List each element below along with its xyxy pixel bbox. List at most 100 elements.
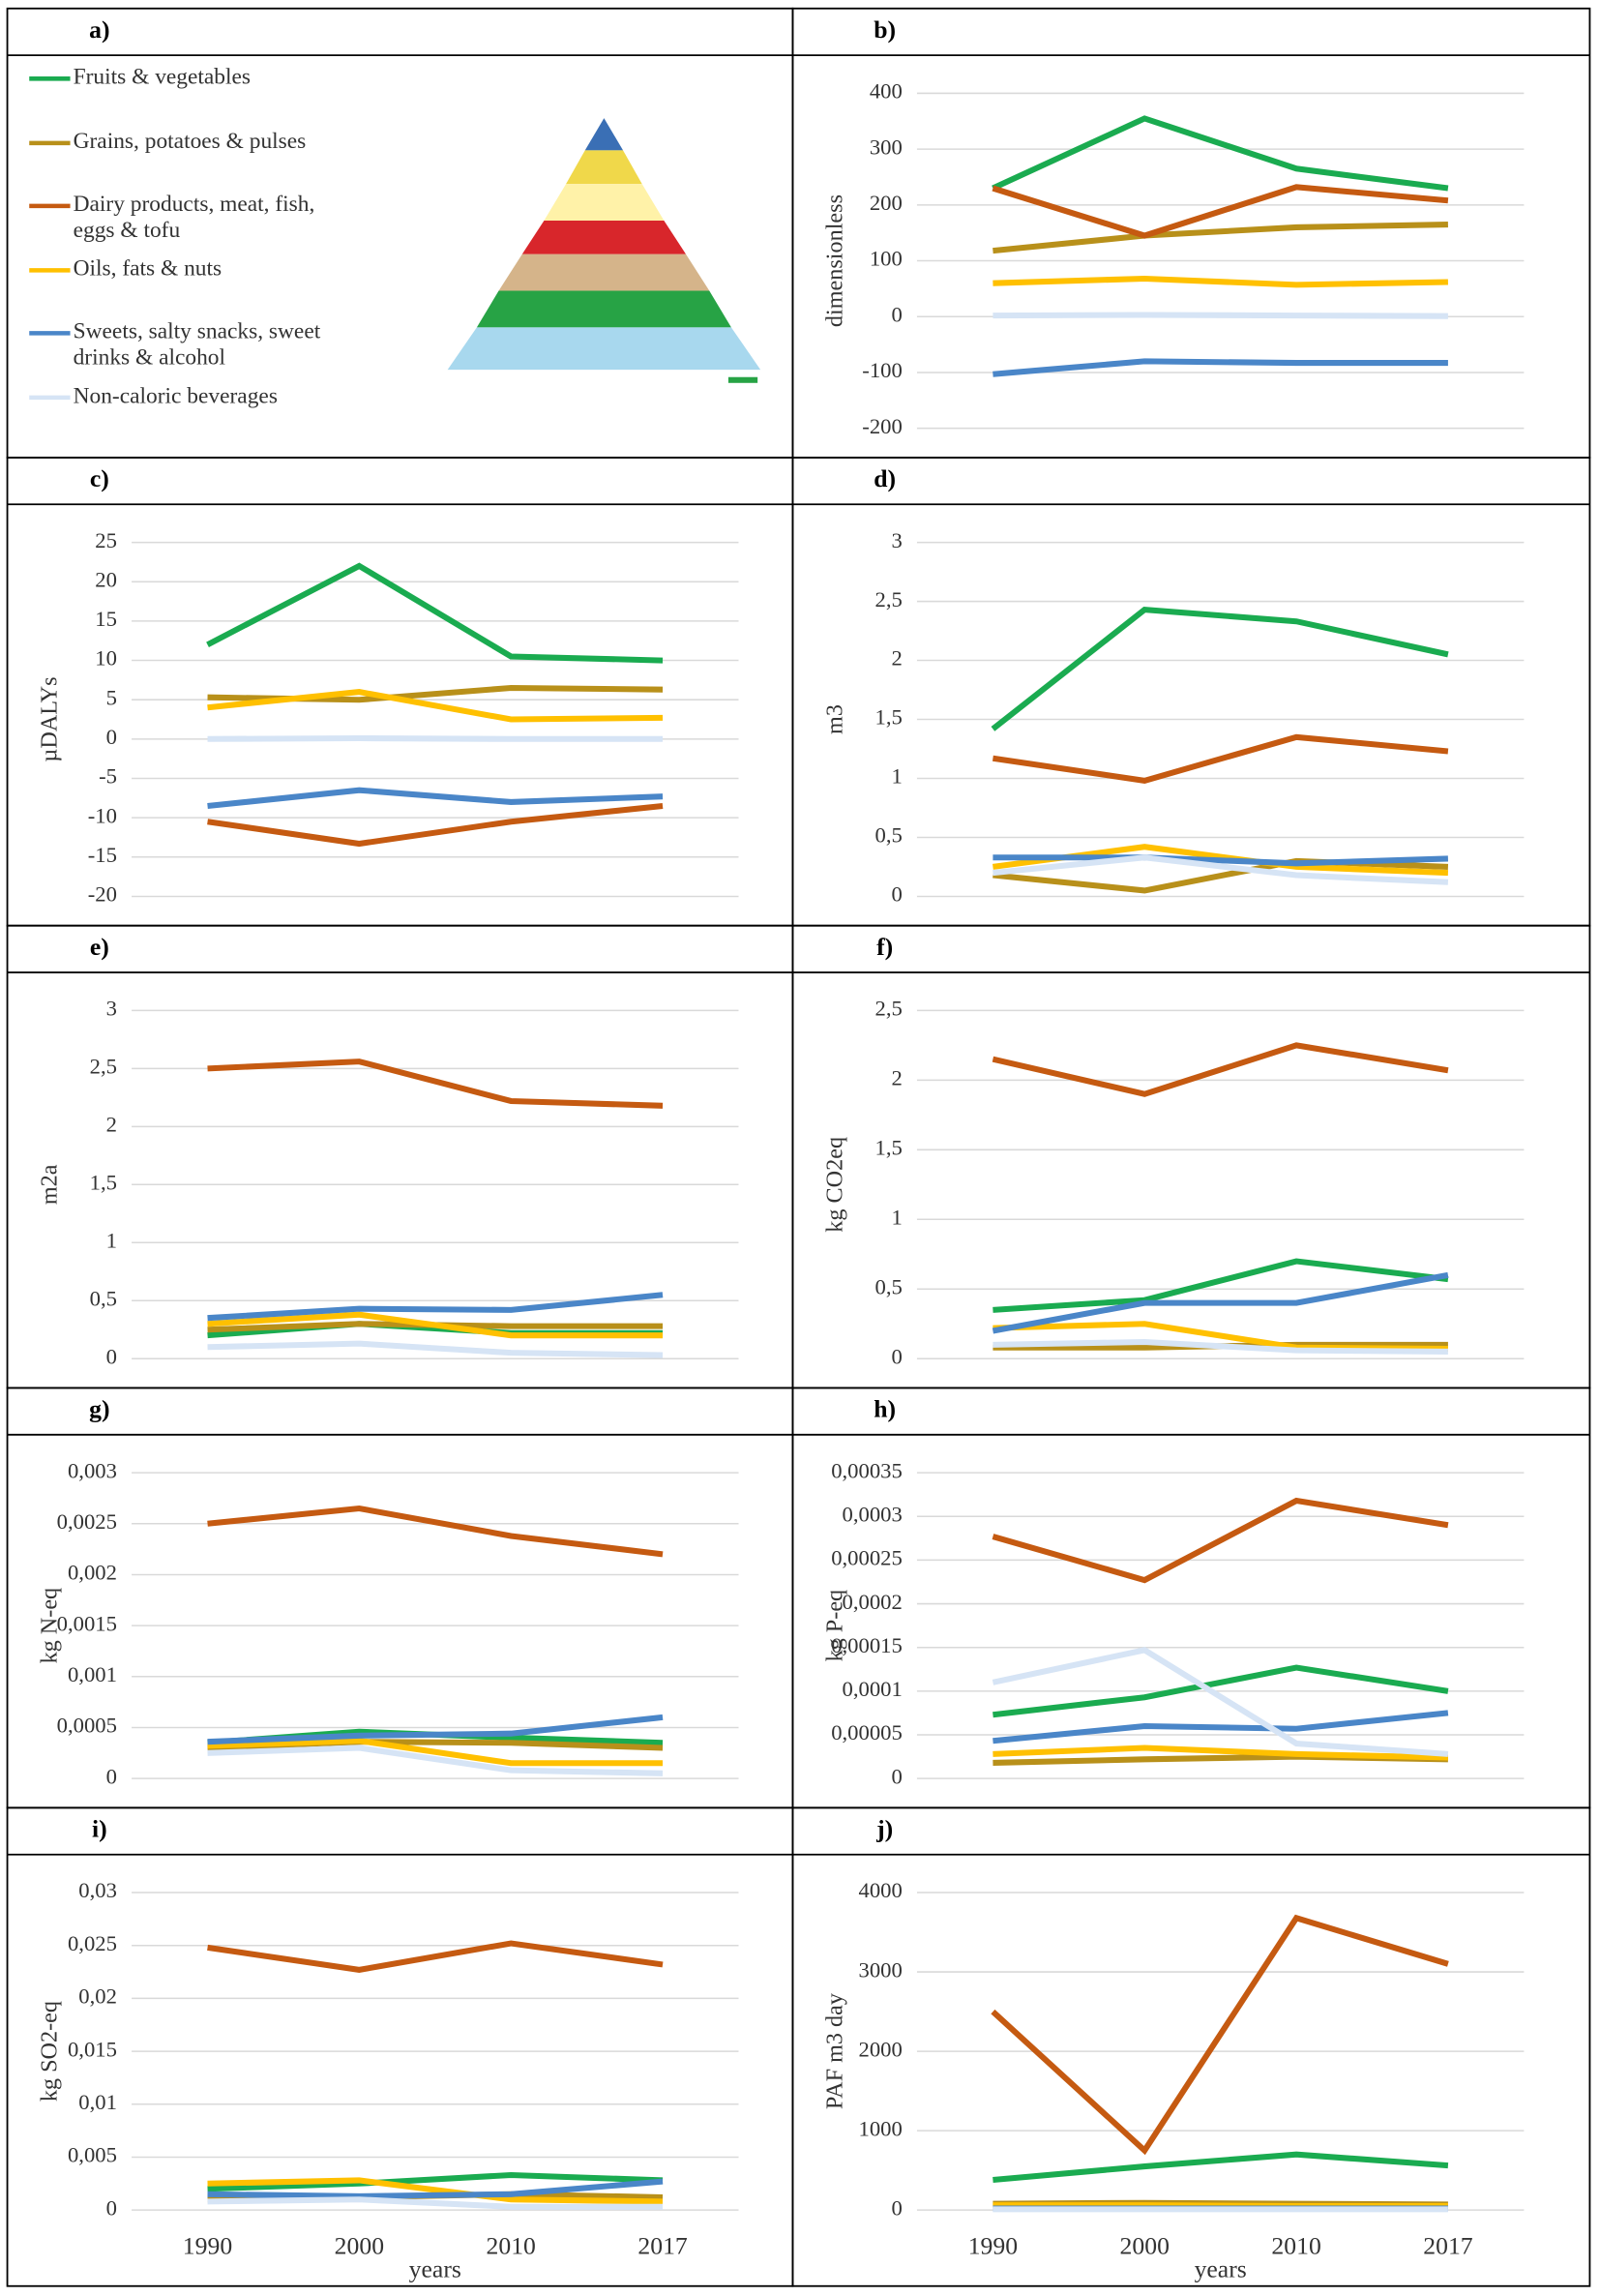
series-line [207, 2178, 664, 2199]
panel-label: e) [90, 933, 109, 961]
panel-label: g) [89, 1395, 109, 1423]
y-tick-label: 1,5 [875, 705, 903, 730]
series-line [207, 2196, 664, 2210]
panel-frame [791, 1806, 1591, 2287]
panel-label: a) [89, 15, 109, 44]
legend-label-line: eggs & tofu [74, 218, 181, 243]
series-line [207, 787, 664, 810]
y-tick-label: -5 [99, 764, 117, 789]
panel-frame [791, 924, 1591, 1389]
series-line [991, 607, 1449, 731]
y-tick-label: 10 [95, 646, 117, 671]
y-tick-label: 0 [892, 2195, 903, 2220]
y-tick-label: 3 [892, 528, 903, 552]
series-line [207, 1738, 664, 1767]
y-tick-label: -200 [862, 414, 903, 438]
y-tick-label: 0,003 [68, 1458, 117, 1482]
y-tick-label: 3000 [859, 1957, 903, 1982]
y-tick-label: 2 [106, 1113, 117, 1137]
series-line [206, 562, 664, 664]
y-tick-label: 0,5 [875, 1274, 903, 1298]
series-line [207, 734, 664, 742]
panel-label: j) [875, 1814, 893, 1842]
y-tick-label: 0,0025 [57, 1509, 117, 1534]
x-tick-label: 2010 [487, 2231, 536, 2259]
panel-label: d) [874, 464, 896, 492]
x-tick-label: 2017 [637, 2231, 688, 2259]
series-line [993, 1664, 1449, 1718]
x-tick-label: 2000 [1120, 2231, 1170, 2259]
y-tick-label: 0,005 [68, 2143, 117, 2167]
panel-frame [6, 456, 794, 927]
series-line [993, 854, 1449, 867]
series-line [993, 854, 1449, 885]
legend-label-line: drinks & alcohol [74, 345, 226, 371]
y-tick-label: 0 [892, 302, 903, 326]
series-line [207, 1714, 664, 1745]
series-line [993, 312, 1448, 319]
y-axis-label: m3 [821, 704, 847, 734]
food-pyramid [447, 118, 761, 383]
y-axis-label: µDALYs [36, 676, 62, 761]
series-line [991, 1914, 1449, 2156]
series-line [207, 1059, 664, 1109]
y-tick-label: 0 [106, 1764, 117, 1788]
y-tick-label: -15 [88, 843, 117, 867]
y-tick-label: 0,0003 [843, 1502, 903, 1526]
y-tick-label: 0 [106, 1344, 117, 1368]
series-line [992, 115, 1449, 192]
y-tick-label: 2 [892, 646, 903, 671]
x-tick-label: 1990 [183, 2231, 232, 2259]
x-tick-label: 2000 [335, 2231, 384, 2259]
y-tick-label: 0,00025 [831, 1546, 903, 1570]
series-line [207, 2177, 664, 2205]
y-axis-label: m2a [36, 1164, 62, 1205]
y-tick-label: 0,0002 [843, 1590, 903, 1614]
y-axis-label: kg CO2eq [821, 1137, 847, 1233]
y-tick-label: 0,0001 [843, 1677, 903, 1701]
y-tick-label: 2,5 [875, 997, 903, 1021]
y-tick-label: 1,5 [875, 1136, 903, 1160]
panel-label: h) [874, 1395, 896, 1423]
legend-label: Grains, potatoes & pulses [74, 129, 307, 154]
series-line [993, 2151, 1449, 2183]
series-line [207, 1292, 664, 1322]
series-line [992, 184, 1449, 239]
series-line [207, 1340, 664, 1358]
y-tick-label: 0 [106, 2195, 117, 2220]
y-tick-label: 3 [106, 997, 117, 1021]
series-line [993, 358, 1448, 377]
y-tick-label: 5 [106, 685, 117, 709]
y-tick-label: 0,001 [68, 1662, 117, 1686]
y-tick-label: 0 [892, 882, 903, 907]
y-tick-label: 4000 [859, 1878, 903, 1902]
panel-frame [6, 1806, 794, 2287]
legend-label: Non-caloric beverages [74, 383, 278, 408]
y-tick-label: 100 [870, 247, 903, 271]
y-tick-label: 1,5 [90, 1171, 117, 1195]
y-tick-label: -100 [862, 358, 903, 382]
y-tick-label: 2,5 [90, 1055, 117, 1079]
y-axis-label: kg SO2-eq [36, 2001, 62, 2102]
x-tick-label: 2010 [1271, 2231, 1320, 2259]
y-tick-label: 0,5 [90, 1286, 117, 1310]
legend-label: Dairy products, meat, fish, eggs & tofu [74, 192, 315, 243]
y-tick-label: -10 [88, 803, 117, 827]
x-tick-label: 2017 [1423, 2231, 1473, 2259]
y-tick-label: 20 [95, 567, 117, 591]
y-tick-label: 0,03 [78, 1878, 117, 1902]
panel-frame [791, 1387, 1591, 1809]
y-tick-label: 0,01 [78, 2090, 117, 2114]
series-line [207, 1311, 664, 1339]
x-axis-label: years [1195, 2255, 1247, 2283]
y-tick-label: 1 [106, 1228, 117, 1252]
series-line [207, 1505, 664, 1558]
series-line [207, 2171, 664, 2192]
y-axis-label: kg N-eq [36, 1588, 62, 1664]
y-tick-label: 1 [892, 1205, 903, 1229]
y-tick-label: 1000 [859, 2116, 903, 2140]
y-tick-label: 400 [870, 79, 903, 104]
y-axis-label: kg P-eq [821, 1590, 847, 1662]
series-line [992, 1271, 1449, 1334]
series-line [992, 733, 1449, 784]
